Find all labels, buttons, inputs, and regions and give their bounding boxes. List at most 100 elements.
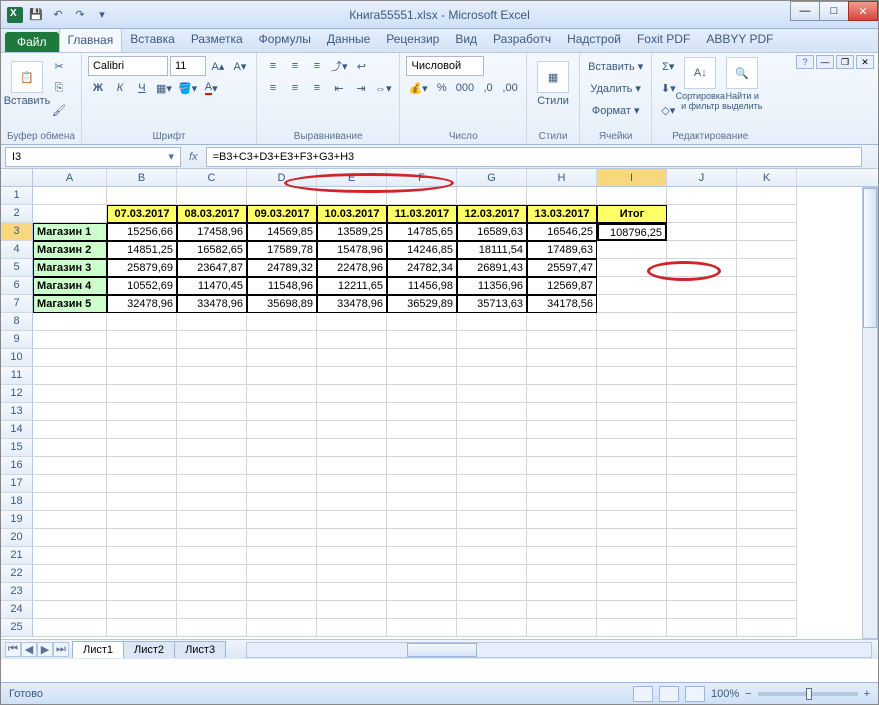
cell-I15[interactable] bbox=[597, 439, 667, 457]
cell-J10[interactable] bbox=[667, 349, 737, 367]
cell-I10[interactable] bbox=[597, 349, 667, 367]
cell-F14[interactable] bbox=[387, 421, 457, 439]
cell-C21[interactable] bbox=[177, 547, 247, 565]
cell-G2[interactable]: 12.03.2017 bbox=[457, 205, 527, 223]
cell-J1[interactable] bbox=[667, 187, 737, 205]
cell-F1[interactable] bbox=[387, 187, 457, 205]
cell-J20[interactable] bbox=[667, 529, 737, 547]
sheet-prev-icon[interactable]: ◀ bbox=[21, 642, 37, 657]
row-header-13[interactable]: 13 bbox=[1, 403, 33, 421]
percent-icon[interactable]: % bbox=[432, 78, 452, 98]
delete-cells-button[interactable]: Удалить ▾ bbox=[586, 78, 645, 98]
cell-B17[interactable] bbox=[107, 475, 177, 493]
cell-D6[interactable]: 11548,96 bbox=[247, 277, 317, 295]
cell-H11[interactable] bbox=[527, 367, 597, 385]
cell-I23[interactable] bbox=[597, 583, 667, 601]
cell-K13[interactable] bbox=[737, 403, 797, 421]
cell-G10[interactable] bbox=[457, 349, 527, 367]
underline-button[interactable]: Ч bbox=[132, 78, 152, 98]
cell-E21[interactable] bbox=[317, 547, 387, 565]
row-header-5[interactable]: 5 bbox=[1, 259, 33, 277]
cell-J16[interactable] bbox=[667, 457, 737, 475]
cell-B10[interactable] bbox=[107, 349, 177, 367]
cell-B25[interactable] bbox=[107, 619, 177, 637]
cell-I5[interactable] bbox=[597, 259, 667, 277]
cell-E7[interactable]: 33478,96 bbox=[317, 295, 387, 313]
cell-D18[interactable] bbox=[247, 493, 317, 511]
cell-I6[interactable] bbox=[597, 277, 667, 295]
cell-J22[interactable] bbox=[667, 565, 737, 583]
cell-J23[interactable] bbox=[667, 583, 737, 601]
cell-J3[interactable] bbox=[667, 223, 737, 241]
zoom-thumb[interactable] bbox=[806, 688, 812, 700]
merge-icon[interactable]: ⇔▾ bbox=[373, 78, 394, 98]
cell-F15[interactable] bbox=[387, 439, 457, 457]
cell-B11[interactable] bbox=[107, 367, 177, 385]
cell-J21[interactable] bbox=[667, 547, 737, 565]
cell-I14[interactable] bbox=[597, 421, 667, 439]
cell-H8[interactable] bbox=[527, 313, 597, 331]
cell-K7[interactable] bbox=[737, 295, 797, 313]
cell-F25[interactable] bbox=[387, 619, 457, 637]
cell-I20[interactable] bbox=[597, 529, 667, 547]
cell-G4[interactable]: 18111,54 bbox=[457, 241, 527, 259]
sheet-tab-Лист1[interactable]: Лист1 bbox=[72, 641, 124, 658]
doc-min-button[interactable]: — bbox=[816, 55, 834, 69]
namebox-dropdown-icon[interactable]: ▾ bbox=[168, 150, 174, 163]
cell-E2[interactable]: 10.03.2017 bbox=[317, 205, 387, 223]
cell-H17[interactable] bbox=[527, 475, 597, 493]
cell-E15[interactable] bbox=[317, 439, 387, 457]
cell-J2[interactable] bbox=[667, 205, 737, 223]
cell-C11[interactable] bbox=[177, 367, 247, 385]
cell-G19[interactable] bbox=[457, 511, 527, 529]
cell-D15[interactable] bbox=[247, 439, 317, 457]
cell-A2[interactable] bbox=[33, 205, 107, 223]
cell-G1[interactable] bbox=[457, 187, 527, 205]
cell-B18[interactable] bbox=[107, 493, 177, 511]
cut-icon[interactable]: ✂ bbox=[49, 56, 69, 76]
cell-E19[interactable] bbox=[317, 511, 387, 529]
cell-B21[interactable] bbox=[107, 547, 177, 565]
cell-A15[interactable] bbox=[33, 439, 107, 457]
sheet-first-icon[interactable]: ⏮ bbox=[5, 642, 21, 657]
cell-A5[interactable]: Магазин 3 bbox=[33, 259, 107, 277]
cell-C10[interactable] bbox=[177, 349, 247, 367]
cell-B2[interactable]: 07.03.2017 bbox=[107, 205, 177, 223]
cell-J11[interactable] bbox=[667, 367, 737, 385]
cell-D1[interactable] bbox=[247, 187, 317, 205]
cell-J9[interactable] bbox=[667, 331, 737, 349]
vscroll-thumb[interactable] bbox=[863, 188, 877, 328]
cell-F9[interactable] bbox=[387, 331, 457, 349]
cell-F18[interactable] bbox=[387, 493, 457, 511]
cell-A3[interactable]: Магазин 1 bbox=[33, 223, 107, 241]
comma-icon[interactable]: 000 bbox=[454, 78, 476, 98]
cell-I12[interactable] bbox=[597, 385, 667, 403]
cell-G24[interactable] bbox=[457, 601, 527, 619]
cell-K19[interactable] bbox=[737, 511, 797, 529]
cell-K18[interactable] bbox=[737, 493, 797, 511]
cell-K5[interactable] bbox=[737, 259, 797, 277]
cell-C25[interactable] bbox=[177, 619, 247, 637]
cell-B22[interactable] bbox=[107, 565, 177, 583]
row-header-11[interactable]: 11 bbox=[1, 367, 33, 385]
cell-K20[interactable] bbox=[737, 529, 797, 547]
cell-G12[interactable] bbox=[457, 385, 527, 403]
cell-C15[interactable] bbox=[177, 439, 247, 457]
help-icon[interactable]: ? bbox=[796, 55, 814, 69]
col-header-E[interactable]: E bbox=[317, 169, 387, 186]
cell-D23[interactable] bbox=[247, 583, 317, 601]
cell-B4[interactable]: 14851,25 bbox=[107, 241, 177, 259]
cell-D17[interactable] bbox=[247, 475, 317, 493]
cell-G18[interactable] bbox=[457, 493, 527, 511]
cell-J5[interactable] bbox=[667, 259, 737, 277]
cell-E3[interactable]: 13589,25 bbox=[317, 223, 387, 241]
row-header-15[interactable]: 15 bbox=[1, 439, 33, 457]
format-cells-button[interactable]: Формат ▾ bbox=[586, 100, 645, 120]
cell-A13[interactable] bbox=[33, 403, 107, 421]
cell-B9[interactable] bbox=[107, 331, 177, 349]
cell-D21[interactable] bbox=[247, 547, 317, 565]
cell-C3[interactable]: 17458,96 bbox=[177, 223, 247, 241]
cell-H6[interactable]: 12569,87 bbox=[527, 277, 597, 295]
cell-G16[interactable] bbox=[457, 457, 527, 475]
cell-I21[interactable] bbox=[597, 547, 667, 565]
